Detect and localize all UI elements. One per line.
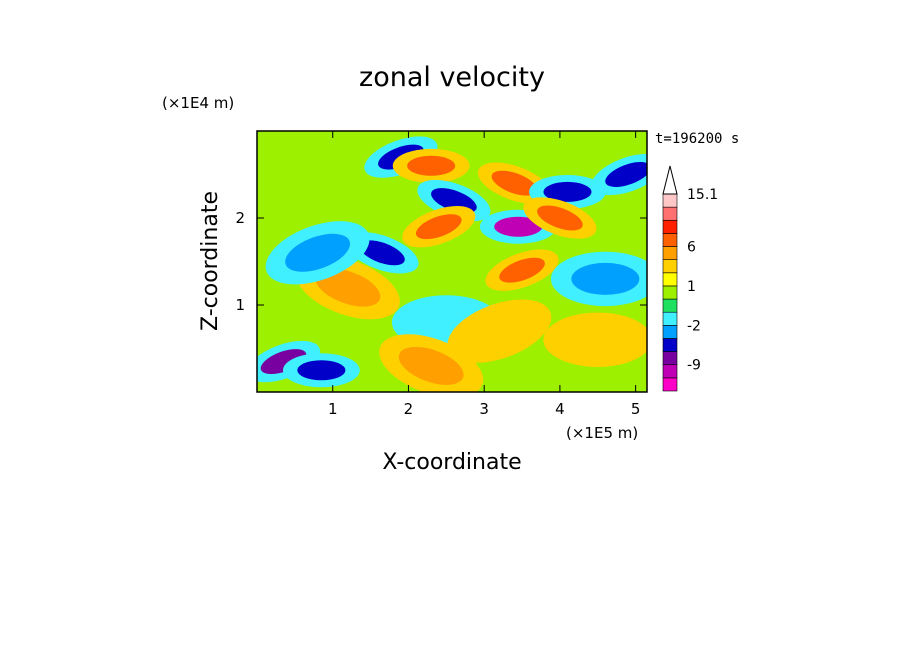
colorbar-segment (662, 285, 678, 300)
contour-core (260, 349, 307, 375)
colorbar-label: 1 (687, 279, 696, 295)
x-tick-label: 2 (404, 400, 414, 418)
contour-features (257, 136, 647, 392)
y-tick-label: 1 (235, 296, 245, 314)
contour-core (494, 216, 543, 237)
colorbar-segment (662, 364, 678, 379)
contour-core (537, 205, 583, 231)
x-tick-label: 1 (328, 400, 338, 418)
time-label: t=196200 s (655, 131, 739, 147)
colorbar-segment (662, 206, 678, 221)
contour-core (415, 214, 462, 240)
contour-core (543, 181, 592, 202)
y-ticks: 12 (235, 209, 647, 314)
y-tick-label: 2 (235, 209, 245, 227)
colorbar-segment (662, 377, 678, 392)
x-tick-label: 5 (631, 400, 641, 418)
contour-core (491, 170, 538, 196)
colorbar-segment (662, 219, 678, 234)
contour-core (285, 233, 350, 272)
y-axis-label: Z-coordinate (198, 191, 223, 331)
contour-core (431, 188, 477, 214)
colorbar-segment (662, 338, 678, 352)
contour-core (563, 323, 632, 356)
colorbar-segment (662, 246, 678, 260)
contour-core (571, 262, 640, 295)
contour-core (605, 162, 647, 187)
contour-core (499, 257, 545, 283)
contour-core (466, 312, 532, 351)
colorbar-label: -9 (687, 358, 701, 374)
colorbar-segment (662, 272, 678, 287)
colorbar-segment (662, 298, 678, 313)
contour-core (315, 268, 381, 307)
chart-title: zonal velocity (359, 62, 545, 93)
y-multiplier: (×1E4 m) (162, 94, 234, 112)
colorbar-segment (662, 351, 678, 366)
colorbar-segment (662, 325, 678, 339)
contour-core (359, 240, 405, 266)
x-multiplier: (×1E5 m) (566, 424, 638, 442)
contour-core (407, 155, 456, 176)
x-axis-label: X-coordinate (382, 450, 521, 475)
colorbar-label: 6 (687, 240, 696, 256)
contour-core (398, 346, 464, 385)
x-tick-label: 3 (479, 400, 489, 418)
colorbar-label: 15.1 (687, 187, 718, 203)
x-tick-label: 4 (555, 400, 565, 418)
colorbar-segment (662, 233, 678, 247)
contour-core (297, 360, 346, 381)
colorbar-label: -2 (687, 318, 701, 334)
colorbar-extend-arrow (662, 165, 678, 195)
x-ticks: 1 2 3 4 5 (328, 131, 640, 418)
colorbar-segment (662, 259, 678, 274)
colorbar: 15.1 6 1 -2 -9 (662, 165, 718, 392)
plot-frame (256, 130, 648, 393)
colorbar-segment (662, 193, 678, 208)
colorbar-segment (662, 311, 678, 326)
contour-field (257, 131, 647, 392)
